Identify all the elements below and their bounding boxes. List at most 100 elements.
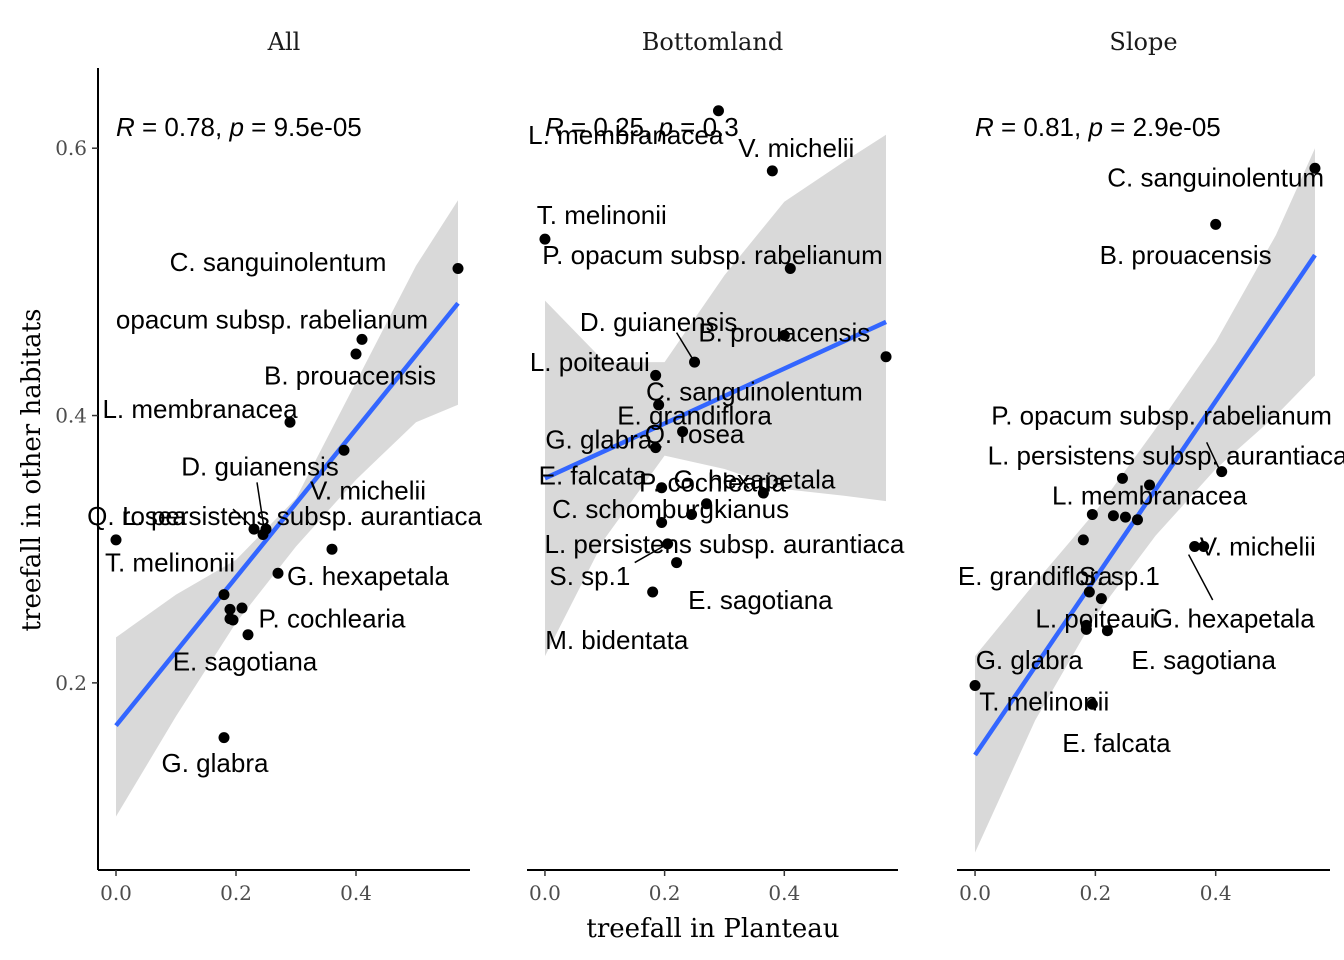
point-label: L. persistens subsp. aurantiaca bbox=[545, 529, 905, 559]
point-label: C. sanguinolentum bbox=[646, 376, 863, 406]
regression-line bbox=[973, 253, 1317, 757]
regression-line bbox=[114, 301, 460, 728]
panel-bottomland: Bottomland 0.0 0.2 0.4 L. membranacea V. mich… bbox=[527, 28, 905, 905]
data-point bbox=[539, 233, 551, 245]
label-connector bbox=[675, 332, 696, 363]
x-tick-label: 0.4 bbox=[1200, 881, 1232, 905]
x-tick-label: 0.2 bbox=[649, 881, 681, 905]
data-point bbox=[784, 263, 796, 274]
data-point bbox=[650, 442, 662, 454]
data-point bbox=[880, 351, 892, 363]
point-label: V. michelii bbox=[738, 133, 854, 163]
point-label: L. persistens subsp. aurantiaca bbox=[122, 501, 482, 531]
data-point bbox=[686, 508, 698, 520]
data-point bbox=[662, 538, 674, 550]
data-point bbox=[1107, 510, 1119, 522]
y-tick-label: 0.2 bbox=[55, 671, 87, 695]
confidence-band bbox=[975, 148, 1315, 853]
point-label: P. cochlearia bbox=[259, 604, 406, 634]
data-point bbox=[689, 356, 701, 368]
point-label: opacum subsp. rabelianum bbox=[116, 304, 428, 334]
stat-symbol: R bbox=[545, 112, 564, 142]
data-point bbox=[1101, 625, 1113, 637]
point-label: L. membranacea bbox=[102, 394, 298, 424]
data-point bbox=[1210, 218, 1222, 230]
data-point bbox=[326, 543, 338, 555]
point-label: L. poiteaui bbox=[1035, 604, 1155, 634]
point-label: T. melinonii bbox=[979, 687, 1109, 717]
data-point bbox=[656, 482, 668, 494]
point-label: D. guianensis bbox=[181, 451, 339, 481]
point-label: D. guianensis bbox=[580, 307, 738, 337]
data-point bbox=[1144, 479, 1156, 491]
point-label: G. hexapetala bbox=[673, 465, 835, 495]
point-label: C. sanguinolentum bbox=[1107, 163, 1324, 193]
data-point bbox=[272, 567, 284, 579]
point-label: M. bidentata bbox=[545, 625, 689, 655]
label-connector bbox=[1205, 441, 1222, 472]
data-point bbox=[236, 602, 248, 614]
stat-value: = 2.9e-05 bbox=[1103, 112, 1221, 142]
correlation-annotation: R = 0.81, p = 2.9e-05 bbox=[975, 112, 1221, 142]
y-axis-title: treefall in other habitats bbox=[17, 309, 47, 632]
data-point bbox=[1309, 162, 1321, 174]
data-point bbox=[224, 603, 236, 615]
stat-symbol: R bbox=[116, 112, 135, 142]
point-label: B. prouacensis bbox=[264, 360, 436, 390]
data-point bbox=[1086, 508, 1098, 520]
x-tick-label: 0.0 bbox=[959, 881, 991, 905]
x-tick-label: 0.4 bbox=[768, 881, 800, 905]
point-label: E. grandiflora bbox=[617, 401, 772, 431]
data-point bbox=[671, 557, 683, 569]
point-label: L. membranacea bbox=[1052, 481, 1248, 511]
point-label: P. opacum subsp. rabelianum bbox=[991, 401, 1332, 431]
data-point bbox=[338, 444, 350, 456]
data-point bbox=[1080, 623, 1092, 635]
y-tick-label: 0.6 bbox=[55, 136, 87, 160]
data-point bbox=[1198, 541, 1210, 553]
point-label: B. prouacensis bbox=[698, 318, 870, 348]
data-point bbox=[218, 589, 230, 601]
panel-title: All bbox=[267, 28, 301, 56]
point-label: V. michelii bbox=[310, 475, 426, 505]
regression-line bbox=[544, 319, 887, 481]
point-label: E. sagotiana bbox=[688, 585, 833, 615]
x-tick-label: 0.4 bbox=[340, 881, 372, 905]
data-point bbox=[1131, 514, 1143, 526]
x-tick-label: 0.0 bbox=[529, 881, 561, 905]
stat-value: = 0.81, bbox=[994, 112, 1089, 142]
point-label: L. poiteaui bbox=[530, 347, 650, 377]
point-label: C. sanguinolentum bbox=[170, 247, 387, 277]
stat-value: = 0.3 bbox=[673, 112, 739, 142]
data-point bbox=[1189, 541, 1201, 553]
point-label: G. glabra bbox=[162, 748, 269, 778]
confidence-band bbox=[545, 134, 886, 657]
panel-title: Bottomland bbox=[642, 28, 783, 56]
data-point bbox=[248, 523, 260, 535]
point-label: G. hexapetala bbox=[1153, 604, 1315, 634]
x-tick-label: 0.0 bbox=[100, 881, 132, 905]
point-label: B. prouacensis bbox=[1100, 240, 1272, 270]
data-point bbox=[1116, 472, 1128, 484]
y-tick-label: 0.4 bbox=[55, 404, 87, 428]
data-point bbox=[647, 586, 659, 598]
data-point bbox=[284, 416, 296, 428]
data-point bbox=[350, 348, 362, 360]
point-label: E. grandiflora bbox=[958, 561, 1113, 591]
data-point bbox=[1095, 593, 1107, 605]
panel-title: Slope bbox=[1109, 28, 1177, 56]
data-point bbox=[452, 263, 464, 274]
panel-all: All 0.2 0.4 0.6 0.0 0.2 0.4 C. sanguinolentum op… bbox=[55, 28, 482, 905]
data-point bbox=[1083, 586, 1095, 598]
label-connector bbox=[1187, 554, 1214, 601]
point-label: E. sagotiana bbox=[173, 646, 318, 676]
point-label: E. sagotiana bbox=[1131, 645, 1276, 675]
data-point bbox=[356, 333, 368, 345]
data-point bbox=[1119, 511, 1131, 523]
data-point bbox=[227, 614, 239, 626]
data-point bbox=[257, 528, 269, 540]
data-point bbox=[218, 732, 230, 744]
stat-value: = 0.25, bbox=[564, 112, 659, 142]
data-point bbox=[712, 105, 724, 117]
